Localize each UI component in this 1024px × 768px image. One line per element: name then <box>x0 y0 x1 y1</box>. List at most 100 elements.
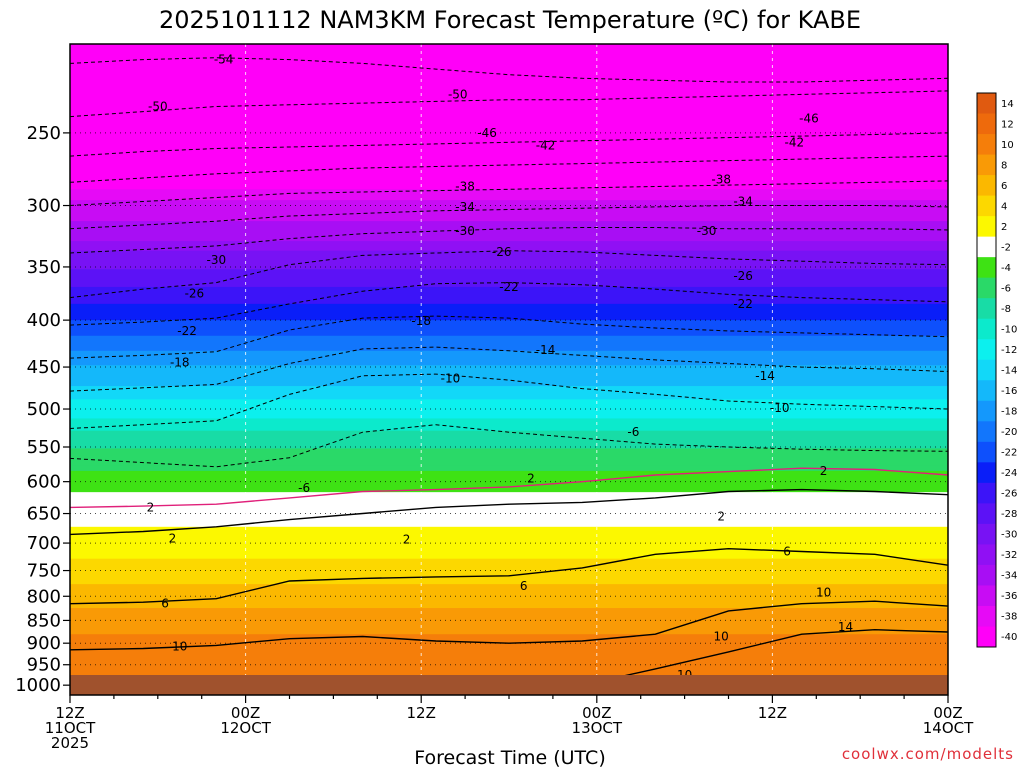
colorbar-swatch <box>977 400 996 422</box>
y-tick-label: 850 <box>27 610 61 631</box>
contour-label: -42 <box>785 135 805 149</box>
temperature-band <box>70 554 948 560</box>
temperature-band <box>70 103 948 118</box>
contour-label: -38 <box>711 172 731 186</box>
temperature-band <box>70 221 948 232</box>
temperature-band <box>70 372 948 380</box>
colorbar-swatch <box>977 216 996 238</box>
x-tick-label: 12Z <box>758 704 787 722</box>
contour-label: -34 <box>733 195 753 209</box>
temperature-band <box>70 365 948 373</box>
temperature-band <box>70 567 948 573</box>
temperature-band <box>70 522 948 528</box>
contour-label: 6 <box>783 545 791 559</box>
temperature-band <box>70 611 948 617</box>
temperature-band <box>70 592 948 597</box>
colorbar-swatch <box>977 93 996 115</box>
temperature-band <box>70 392 948 400</box>
contour-label: -26 <box>733 269 753 283</box>
contour-label: -18 <box>170 356 190 370</box>
x-tick-label: 00Z <box>231 704 260 722</box>
y-tick-label: 650 <box>27 504 61 525</box>
colorbar-label: 4 <box>1001 201 1007 212</box>
y-tick-label: 500 <box>27 399 61 420</box>
y-tick-label: 900 <box>27 633 61 654</box>
y-tick-label: 800 <box>27 586 61 607</box>
y-tick-label: 300 <box>27 196 61 217</box>
temperature-band <box>70 665 948 670</box>
colorbar-swatch <box>977 154 996 176</box>
contour-label: -30 <box>207 253 227 267</box>
contour-label: -46 <box>799 111 819 125</box>
contour-label: -6 <box>627 425 639 439</box>
temperature-band <box>70 637 948 643</box>
contour-labels: -54-50-50-46-46-42 -42-38-38-34 -34-30-30-… <box>147 53 854 689</box>
temperature-band <box>70 492 948 498</box>
x-tick-label: 12Z <box>55 704 84 722</box>
temperature-band <box>70 44 948 61</box>
temperature-band <box>70 584 948 589</box>
temperature-band <box>70 604 948 609</box>
colorbar-label: 6 <box>1001 181 1007 192</box>
temperature-band <box>70 454 948 461</box>
temperature-band <box>70 320 948 329</box>
temperature-band <box>70 286 948 297</box>
colorbar-label: -10 <box>1001 324 1017 335</box>
colorbar-swatch <box>977 298 996 320</box>
temperature-band <box>70 651 948 656</box>
temperature-band <box>70 619 948 624</box>
contour-label: 2 <box>403 533 411 547</box>
y-tick-label: 750 <box>27 561 61 582</box>
colorbar: 14 12 10 8 6 4 2 -2 -4 -6 -8 -10 -12 -14 -16 -18 -20 -22 -… <box>976 92 1017 648</box>
plot-area: -54-50-50-46-46-42 -42-38-38-34 -34-30-30-… <box>70 44 948 695</box>
temperature-band <box>70 531 948 537</box>
colorbar-label: -20 <box>1001 427 1017 438</box>
contour-label: 10 <box>714 629 729 643</box>
temperature-band <box>70 615 948 621</box>
temperature-band <box>70 386 948 394</box>
x-tick-label: 12OCT <box>220 719 271 737</box>
temperature-band <box>70 328 948 337</box>
contour-label: -22 <box>733 297 753 311</box>
temperature-band <box>70 608 948 613</box>
temperature-band <box>70 379 948 387</box>
colorbar-swatch <box>977 277 996 299</box>
colorbar-swatch <box>977 564 996 586</box>
isotherm-line <box>70 282 948 326</box>
temperature-band <box>70 303 948 313</box>
y-tick-label: 400 <box>27 310 61 331</box>
temperature-band <box>70 189 948 201</box>
colorbar-label: -34 <box>1001 571 1017 582</box>
contour-label: 2 <box>169 531 177 545</box>
temperature-band <box>70 448 948 455</box>
ground-surface <box>70 675 948 695</box>
temperature-band <box>70 486 948 493</box>
temperature-band <box>70 634 948 639</box>
colorbar-label: -24 <box>1001 468 1017 479</box>
temperature-band <box>70 536 948 542</box>
colorbar-label: -4 <box>1001 263 1011 274</box>
contour-label: -50 <box>448 87 468 101</box>
colorbar-label: 10 <box>1001 140 1014 151</box>
colorbar-label: -2 <box>1001 242 1011 253</box>
temperature-band <box>70 343 948 352</box>
x-axis-title: Forecast Time (UTC) <box>414 747 605 768</box>
colorbar-label: -16 <box>1001 386 1017 397</box>
colorbar-swatch <box>977 462 996 484</box>
contour-label: -22 <box>177 324 197 338</box>
credit-text: coolwx.com/modelts <box>842 745 1014 763</box>
contour-label: -50 <box>148 100 168 114</box>
temperature-band <box>70 507 948 513</box>
x-tick-label: 00Z <box>582 704 611 722</box>
contour-label: 6 <box>161 597 169 611</box>
temperature-band <box>70 497 948 503</box>
y-tick-label: 450 <box>27 357 61 378</box>
temperature-band <box>70 545 948 551</box>
temperature-band <box>70 626 948 632</box>
colorbar-label: 14 <box>1001 99 1014 110</box>
colorbar-label: 8 <box>1001 160 1007 171</box>
temperature-band <box>70 540 948 546</box>
isotherm-line <box>70 488 948 536</box>
colorbar-swatch <box>977 339 996 361</box>
